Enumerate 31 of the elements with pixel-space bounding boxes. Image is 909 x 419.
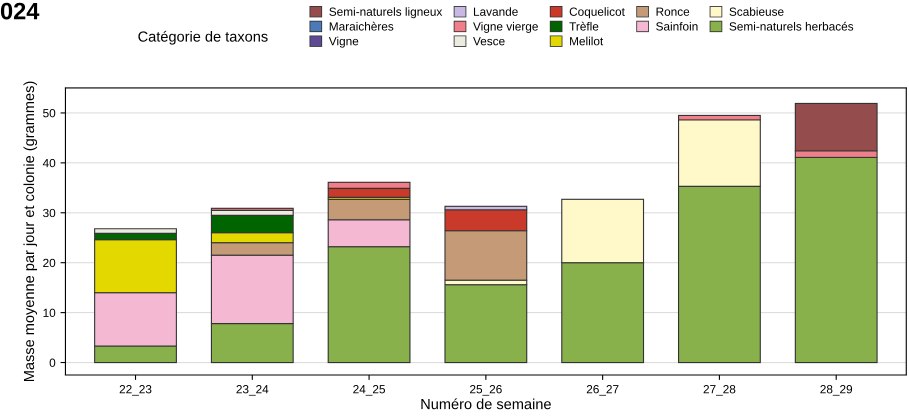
legend-label: Lavande [474,7,518,16]
legend-label: Vigne vierge [473,22,538,33]
x-tick-label: 28_29 [820,385,852,396]
y-tick-label: 50 [43,108,56,118]
legend-label: Vesce [473,37,505,46]
legend-label: Maraichères [330,22,394,31]
legend-label: Ronce [656,8,690,16]
y-axis-title: Masse moyenne par jour et colonie (grammes) [23,82,38,382]
legend-label: Trèfle [569,22,598,31]
legend-label: Sainfoin [656,22,698,31]
bar [444,284,528,364]
y-tick-label: 0 [50,358,56,367]
y-tick-label: 30 [43,208,56,218]
legend-label: Scabieuse [729,7,784,16]
x-tick-label: 22_23 [120,385,152,396]
x-tick-label: 26_27 [586,385,618,396]
y-tick-label: 40 [42,158,56,168]
y-tick-label: 20 [43,258,56,268]
legend-label: Vigne [328,36,358,48]
legend-label: Coquelicot [570,7,625,18]
y-tick-label: 10 [43,308,56,318]
x-tick-label: 25_26 [470,385,502,396]
x-axis-title: Numéro de semaine [421,398,551,410]
legend-label: Semi-naturels ligneux [329,7,442,18]
x-tick-label: 27_28 [704,385,736,396]
legend-label: Semi-naturels herbacés [729,22,854,31]
x-tick-label: 24_25 [353,385,385,396]
chart-title: 024 [0,2,40,20]
x-tick-label: 23_24 [236,385,268,396]
legend-label: Melilot [570,36,604,46]
legend-title: Catégorie de taxons [138,30,268,45]
